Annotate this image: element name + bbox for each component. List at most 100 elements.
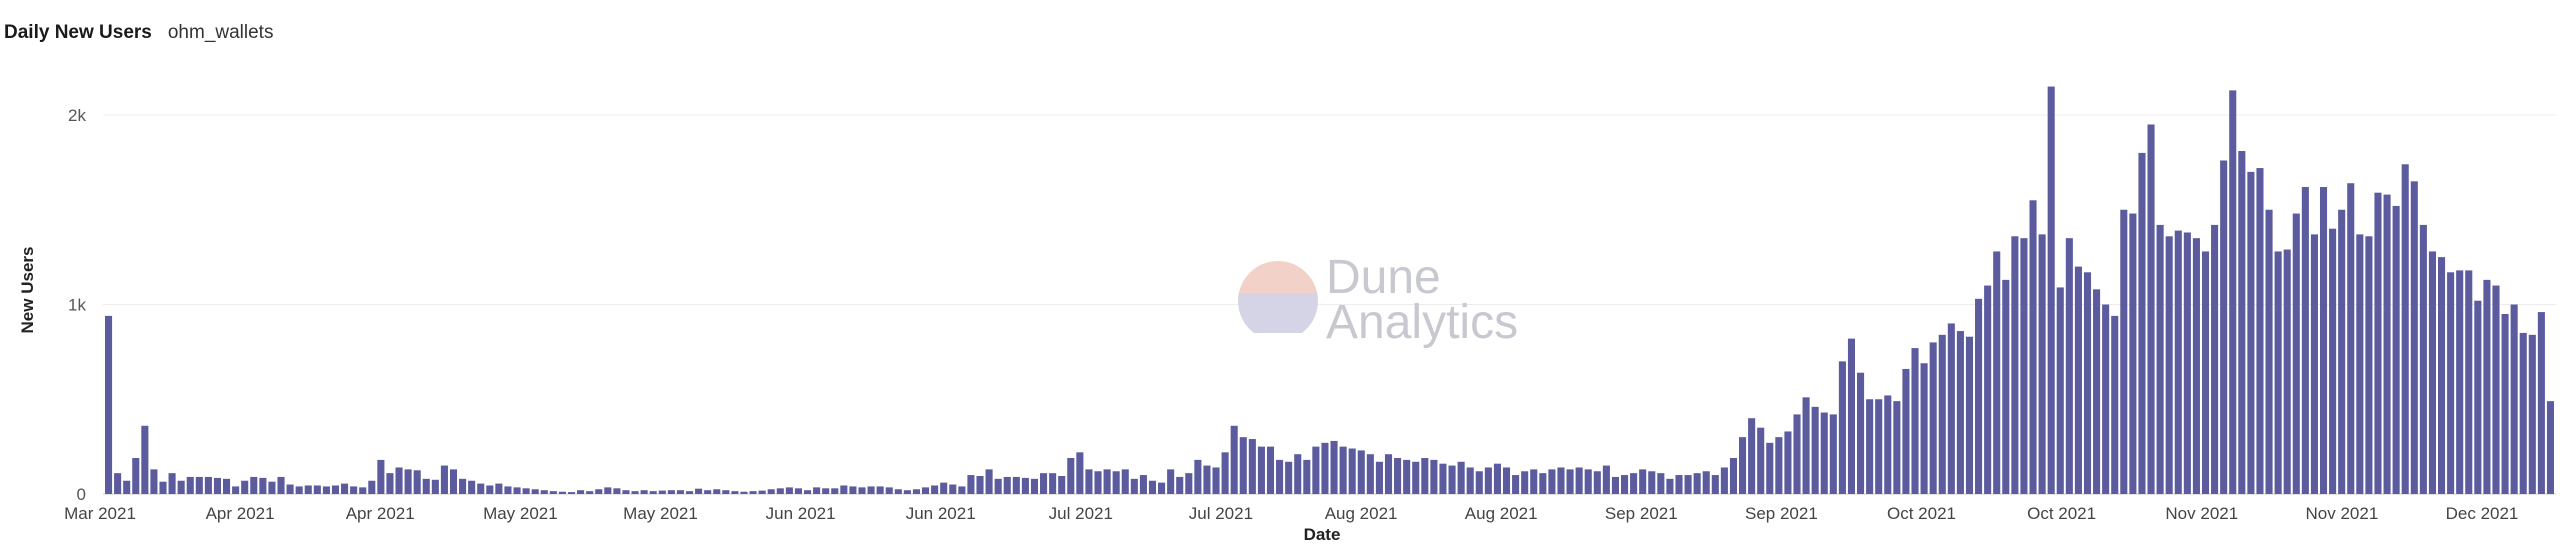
bar[interactable] — [794, 488, 802, 494]
bar[interactable] — [2093, 289, 2101, 494]
bar[interactable] — [350, 486, 358, 494]
bar[interactable] — [2029, 200, 2037, 494]
bar[interactable] — [1965, 336, 1974, 494]
bar[interactable] — [241, 480, 249, 494]
bar[interactable] — [2428, 251, 2436, 494]
bar[interactable] — [2274, 251, 2282, 494]
bar[interactable] — [1239, 437, 1247, 494]
bar[interactable] — [2437, 257, 2446, 495]
bar[interactable] — [1775, 437, 1783, 494]
bar[interactable] — [313, 485, 321, 494]
bar[interactable] — [822, 488, 830, 494]
bar[interactable] — [2356, 234, 2364, 494]
bar[interactable] — [1212, 467, 1220, 494]
bar[interactable] — [1639, 469, 1647, 494]
bar[interactable] — [1384, 454, 1393, 494]
bar[interactable] — [985, 469, 993, 494]
bar[interactable] — [1739, 437, 1747, 494]
bar[interactable] — [1375, 461, 1383, 494]
bar[interactable] — [1729, 458, 1737, 494]
bar[interactable] — [1203, 465, 1211, 494]
bar[interactable] — [2501, 313, 2509, 494]
bar[interactable] — [1920, 363, 1928, 494]
bar[interactable] — [1076, 452, 1084, 494]
bar[interactable] — [1112, 471, 1120, 494]
bar[interactable] — [449, 469, 458, 494]
bar[interactable] — [1975, 298, 1983, 494]
bar[interactable] — [1866, 399, 1874, 494]
bar[interactable] — [513, 487, 521, 494]
bar[interactable] — [1984, 285, 1992, 494]
bar[interactable] — [1502, 467, 1511, 494]
bar[interactable] — [1548, 469, 1556, 494]
bar[interactable] — [1475, 471, 1483, 494]
bar[interactable] — [1248, 439, 1256, 494]
bar[interactable] — [2138, 152, 2146, 494]
bar[interactable] — [2483, 279, 2491, 494]
bar[interactable] — [2256, 168, 2264, 494]
bar[interactable] — [2338, 209, 2346, 494]
bar[interactable] — [459, 478, 467, 494]
bar[interactable] — [803, 490, 812, 494]
bar[interactable] — [1421, 458, 1429, 494]
bar[interactable] — [1194, 459, 1202, 494]
bar[interactable] — [123, 480, 131, 494]
bar[interactable] — [640, 490, 648, 494]
bar[interactable] — [2347, 183, 2355, 494]
bar[interactable] — [168, 473, 176, 494]
bar[interactable] — [1684, 475, 1692, 494]
bar[interactable] — [1693, 473, 1701, 494]
bar[interactable] — [1911, 348, 1919, 494]
bar[interactable] — [967, 475, 975, 494]
bar[interactable] — [2474, 300, 2482, 494]
bar[interactable] — [213, 477, 222, 494]
bar[interactable] — [1584, 469, 1592, 494]
bar[interactable] — [1439, 463, 1447, 494]
bar[interactable] — [1394, 458, 1402, 494]
bar[interactable] — [204, 476, 212, 494]
bar[interactable] — [1675, 475, 1683, 494]
bar[interactable] — [504, 486, 512, 494]
bar[interactable] — [604, 487, 612, 494]
bar[interactable] — [2002, 279, 2010, 494]
bar[interactable] — [1820, 412, 1828, 494]
bar[interactable] — [395, 467, 403, 494]
bar[interactable] — [286, 484, 294, 494]
bar[interactable] — [2265, 209, 2273, 494]
bar[interactable] — [1802, 397, 1810, 494]
bar[interactable] — [2192, 238, 2200, 494]
bar[interactable] — [2465, 270, 2473, 494]
bar[interactable] — [1466, 467, 1474, 494]
bar[interactable] — [613, 488, 621, 494]
bar[interactable] — [1838, 361, 1846, 494]
bar[interactable] — [1266, 446, 1275, 495]
bar[interactable] — [631, 491, 639, 494]
bar[interactable] — [2492, 285, 2500, 494]
bar[interactable] — [713, 489, 721, 494]
bar[interactable] — [958, 486, 966, 494]
bar[interactable] — [840, 485, 848, 494]
bar[interactable] — [150, 469, 158, 494]
bar[interactable] — [885, 487, 893, 494]
bar[interactable] — [2247, 171, 2255, 494]
bar[interactable] — [1748, 418, 1756, 494]
bar[interactable] — [558, 491, 566, 494]
bar[interactable] — [1094, 471, 1102, 494]
bar[interactable] — [1121, 469, 1129, 494]
bar[interactable] — [695, 488, 703, 494]
bar[interactable] — [404, 469, 412, 494]
bar[interactable] — [1085, 469, 1093, 494]
bar[interactable] — [922, 487, 930, 494]
bar[interactable] — [1766, 442, 1774, 494]
bar[interactable] — [667, 490, 675, 494]
bar[interactable] — [1158, 482, 1166, 494]
bar[interactable] — [1230, 425, 1238, 494]
bar[interactable] — [2129, 213, 2137, 495]
bar[interactable] — [132, 458, 140, 494]
bar[interactable] — [1702, 471, 1710, 494]
bar[interactable] — [1648, 471, 1656, 494]
bar[interactable] — [849, 486, 857, 494]
bar[interactable] — [1956, 331, 1964, 494]
bar[interactable] — [177, 480, 185, 494]
bar[interactable] — [1276, 459, 1284, 494]
